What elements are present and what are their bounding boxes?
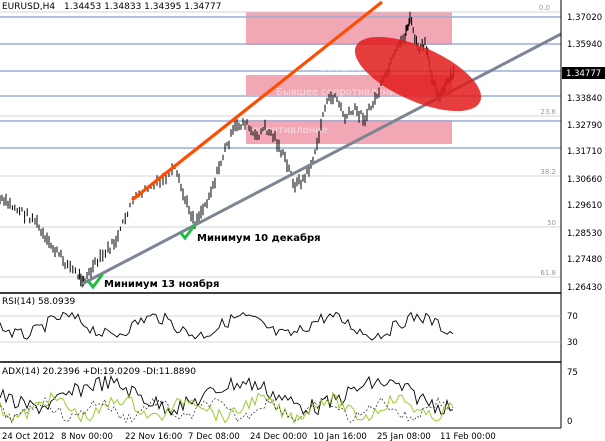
current-price-badge <box>562 67 605 79</box>
zone-label: Бывшее сопротивление <box>202 125 328 136</box>
price-tick: 1.28530 <box>567 229 602 239</box>
adx-tick: 0 <box>567 417 572 427</box>
time-tick: 10 Jan 16:00 <box>313 432 367 441</box>
price-tick: 1.27480 <box>567 255 602 265</box>
checkmark-icon <box>87 273 104 290</box>
rsi-line <box>0 311 454 341</box>
adx-tick: 75 <box>567 368 578 378</box>
rsi-tick: 30 <box>567 338 578 348</box>
annotation-dec-low: Минимум 10 декабря <box>197 232 321 244</box>
price-tick: 1.37020 <box>567 13 602 23</box>
fib-label: 61.8 <box>540 269 556 277</box>
zone-label: Бывшее сопротивление <box>276 87 402 98</box>
rsi-title: RSI(14) 58.0939 <box>2 297 75 307</box>
annotation-nov-low: Минимум 13 ноября <box>104 278 219 290</box>
current-price-label: 1.34777 <box>566 69 601 79</box>
support-trend-line[interactable] <box>81 32 562 286</box>
price-tick: 1.35940 <box>567 40 602 50</box>
highlight-oval[interactable] <box>345 22 491 127</box>
time-tick: 22 Nov 16:00 <box>125 432 182 441</box>
ohlc-readout: 1.34453 1.34833 1.34395 1.34777 <box>64 2 221 12</box>
main-plot-area <box>0 0 561 292</box>
resistance-zone <box>246 120 452 144</box>
price-tick: 1.26430 <box>567 283 602 293</box>
main-panel[interactable]: 0.0 23.6 38.2 50 61.8 Бывшее сопротивлен… <box>0 0 562 292</box>
price-tick: 1.29610 <box>567 201 602 211</box>
symbol-label: EURUSD,H4 <box>2 2 55 12</box>
price-tick: 1.30660 <box>567 175 602 185</box>
time-tick: 24 Dec 00:00 <box>250 432 307 441</box>
adx-title: ADX(14) 20.2396 +DI:19.0209 -DI:11.8890 <box>2 367 196 377</box>
fib-label: 50 <box>547 219 556 227</box>
time-tick: 25 Jan 08:00 <box>377 432 431 441</box>
price-tick: 1.33840 <box>567 94 602 104</box>
time-tick: 8 Nov 00:00 <box>61 432 113 441</box>
adx-panel[interactable]: ADX(14) 20.2396 +DI:19.0209 -DI:11.8890 … <box>0 367 578 427</box>
price-axis[interactable]: 1.37020 1.35940 1.33840 1.32790 1.31710 … <box>560 0 605 428</box>
adx-line <box>0 375 454 416</box>
fib-label: 0.0 <box>539 4 550 12</box>
fib-label: 38.2 <box>540 168 556 176</box>
checkmark-icon <box>179 224 196 241</box>
minus-di-line <box>0 396 454 424</box>
fib-label: 23.6 <box>540 108 556 116</box>
time-tick: 7 Dec 08:00 <box>188 432 240 441</box>
time-axis[interactable]: 24 Oct 2012 8 Nov 00:00 22 Nov 16:00 7 D… <box>2 432 496 441</box>
rsi-panel[interactable]: RSI(14) 58.0939 70 30 <box>0 297 578 348</box>
time-tick: 11 Feb 00:00 <box>440 432 496 441</box>
uptrend-line[interactable] <box>131 0 383 202</box>
price-tick: 1.31710 <box>567 147 602 157</box>
rsi-tick: 70 <box>567 312 578 322</box>
plus-di-line <box>0 391 454 425</box>
time-tick: 24 Oct 2012 <box>2 432 55 441</box>
price-tick: 1.32790 <box>567 121 602 131</box>
